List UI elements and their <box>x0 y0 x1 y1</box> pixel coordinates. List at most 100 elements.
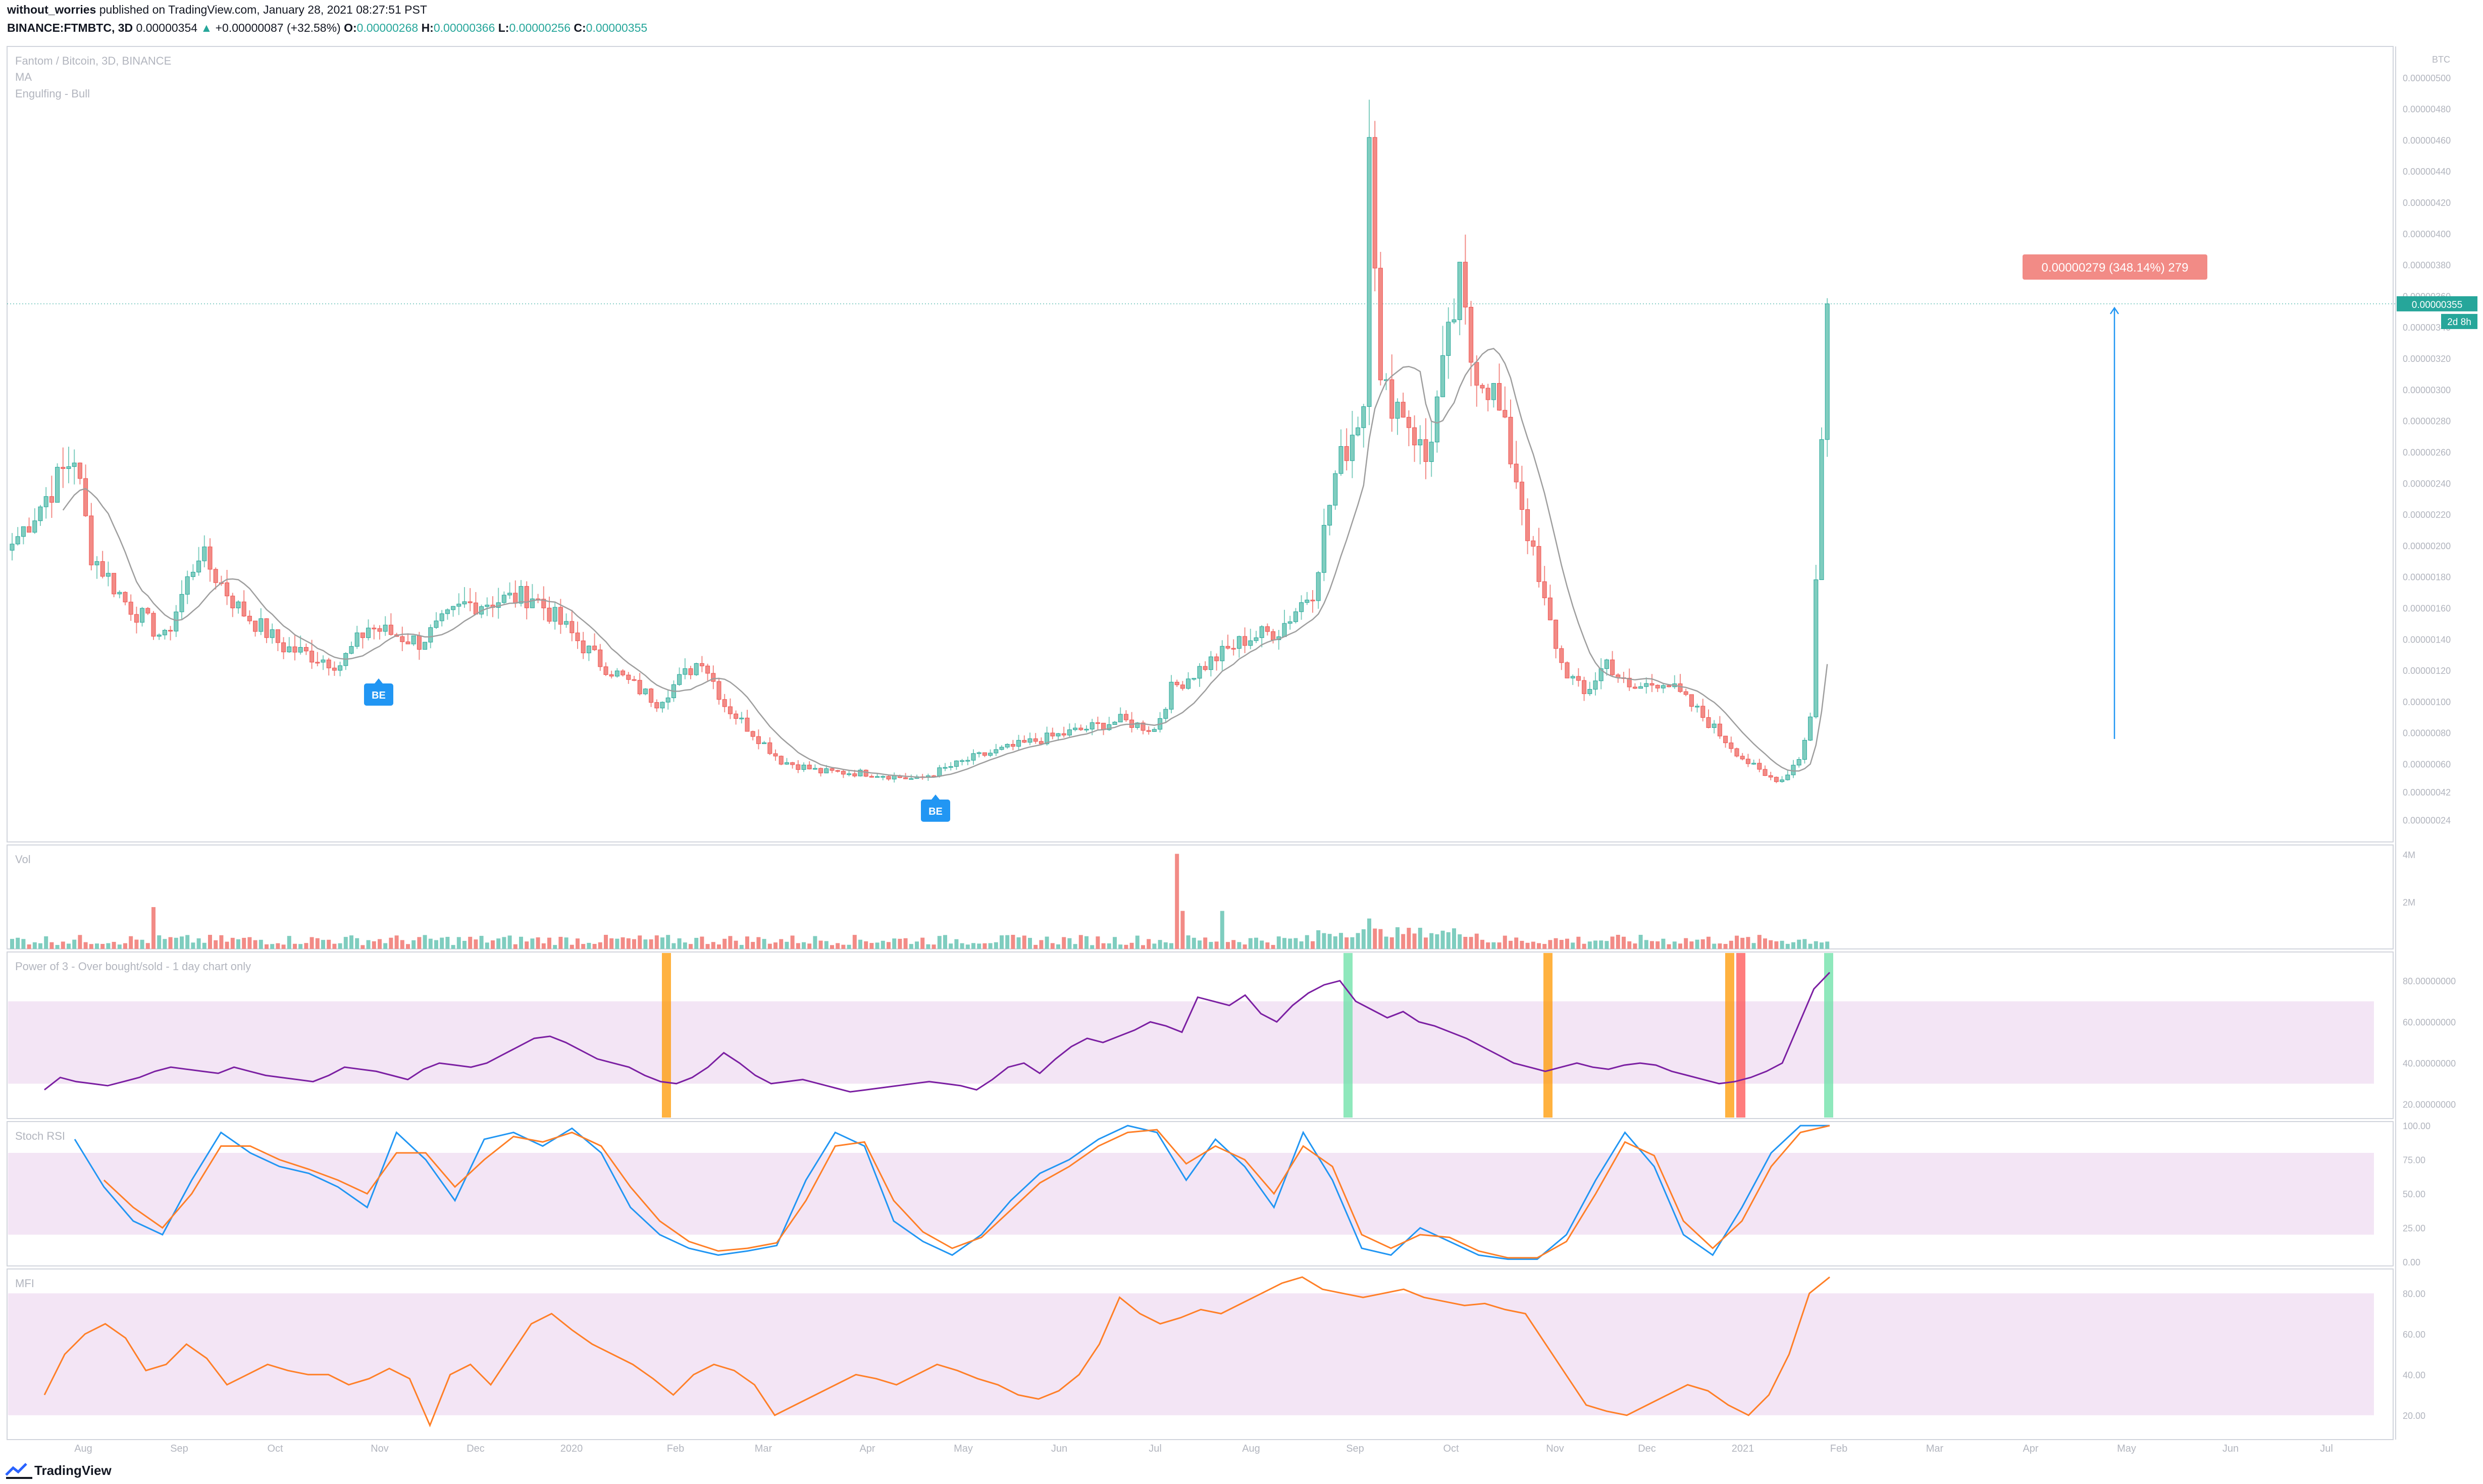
candle <box>1095 722 1100 724</box>
volume-bar <box>1163 942 1168 949</box>
price-tick-label: 0.00000080 <box>2403 728 2451 738</box>
signal-highlight <box>1725 953 1734 1118</box>
candle <box>1582 680 1587 694</box>
volume-bar <box>1820 942 1824 949</box>
volume-bar <box>1491 942 1496 949</box>
volume-bar <box>1808 943 1813 949</box>
volume-bar <box>1299 941 1304 949</box>
candle <box>1774 777 1779 782</box>
candle <box>123 592 128 603</box>
currency-label: BTC <box>2432 55 2450 65</box>
volume-bar <box>943 935 947 949</box>
candle <box>1135 722 1140 728</box>
volume-bar <box>327 939 331 949</box>
x-tick-label: Apr <box>859 1443 875 1454</box>
close-label: C: <box>574 21 586 34</box>
candle <box>507 593 512 596</box>
volume-bar <box>1474 933 1479 949</box>
candle <box>1531 540 1536 547</box>
volume-bar <box>32 942 37 949</box>
candle <box>683 668 688 675</box>
volume-bar <box>1514 937 1519 949</box>
candle <box>1401 402 1406 418</box>
candle <box>1667 685 1672 687</box>
candle <box>1265 626 1270 632</box>
price-tick-label: 0.00000100 <box>2403 697 2451 707</box>
footer: TradingView <box>0 1458 303 1484</box>
volume-bars <box>10 854 1830 949</box>
candle <box>716 681 721 700</box>
candle <box>1338 446 1343 474</box>
chart-canvas[interactable]: Aug Sep Oct Nov Dec 2020 Feb Mar Apr May Jun Jul Aug… <box>0 41 2483 1458</box>
candle <box>852 773 857 776</box>
volume-bar <box>1186 935 1191 949</box>
volume-bar <box>1350 937 1355 949</box>
volume-bar <box>1073 944 1077 949</box>
volume-bar <box>123 943 127 949</box>
volume-bar <box>1378 929 1383 949</box>
candle <box>1344 446 1349 461</box>
volume-bar <box>1011 934 1015 949</box>
candle <box>258 618 264 632</box>
candle <box>1547 597 1553 620</box>
volume-bar <box>44 936 48 949</box>
candle <box>835 770 840 772</box>
candle <box>1045 732 1050 745</box>
candle <box>162 630 167 635</box>
candle <box>1508 416 1513 464</box>
price-tick-label: 0.00000160 <box>2403 603 2451 613</box>
candle <box>303 647 308 652</box>
candle <box>1197 666 1202 679</box>
candle <box>1101 723 1106 730</box>
volume-bar <box>881 940 885 949</box>
volume-bar <box>378 939 382 949</box>
volume-bar <box>717 944 721 949</box>
volume-bar <box>830 945 834 949</box>
volume-bar <box>1746 937 1750 949</box>
tradingview-brand[interactable]: TradingView <box>34 1463 112 1478</box>
volume-bar <box>1424 937 1428 949</box>
author-name[interactable]: without_worries <box>7 3 96 16</box>
volume-bar <box>1096 936 1100 949</box>
pane-frame-p3 <box>7 951 2394 1119</box>
volume-bar <box>660 937 664 949</box>
volume-bar <box>1401 934 1406 949</box>
price-tick-label: 0.00000024 <box>2403 816 2451 826</box>
volume-bar <box>615 938 619 949</box>
candle <box>705 665 710 674</box>
x-tick-label: 2020 <box>560 1443 583 1454</box>
candle <box>264 618 269 638</box>
candle <box>1638 686 1643 689</box>
candle <box>400 636 405 642</box>
volume-bar <box>1610 936 1615 949</box>
volume-bar <box>1814 941 1818 949</box>
volume-bar <box>694 937 699 949</box>
volume-bar <box>78 935 82 949</box>
candle <box>603 666 608 675</box>
volume-bar <box>1446 932 1451 949</box>
candle <box>1118 714 1123 722</box>
volume-bar <box>1305 935 1309 949</box>
volume-bar <box>1226 942 1230 949</box>
volume-bar <box>287 936 291 949</box>
candle <box>1689 694 1694 707</box>
volume-bar <box>1118 944 1123 949</box>
volume-bar <box>1723 944 1728 949</box>
volume-bar <box>67 943 71 949</box>
volume-bar <box>1158 940 1162 949</box>
volume-bar <box>383 943 388 949</box>
candle <box>27 526 32 533</box>
candle <box>614 670 619 677</box>
candle <box>1033 738 1038 742</box>
candle <box>43 496 48 507</box>
volume-bar <box>649 939 653 949</box>
price-tick-label: 0.00000200 <box>2403 541 2451 551</box>
candle <box>1305 600 1310 603</box>
volume-bar <box>1452 928 1456 949</box>
candle <box>564 621 569 625</box>
candle <box>292 646 297 653</box>
candle <box>281 642 286 653</box>
candle <box>55 467 60 503</box>
volume-bar <box>654 935 659 949</box>
volume-bar <box>95 943 99 949</box>
